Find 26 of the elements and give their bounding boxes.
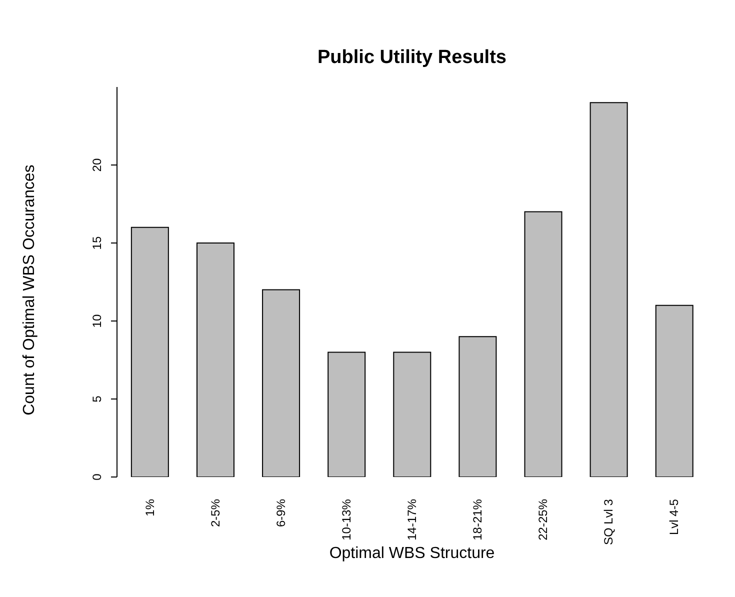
bar (130, 226, 169, 477)
bar (393, 352, 432, 477)
y-tick-label: 10 (90, 314, 104, 328)
y-tick-label: 20 (90, 158, 104, 172)
x-tick-label: 6-9% (274, 498, 288, 528)
bar (524, 211, 562, 477)
x-tick-label: 2-5% (208, 498, 222, 528)
x-axis-title: Optimal WBS Structure (328, 545, 496, 563)
x-tick-label: Lvl 4-5 (667, 498, 682, 536)
chart-title: Public Utility Results (316, 47, 508, 69)
x-tick-label: 1% (142, 498, 157, 516)
x-tick-label: 10-13% (339, 498, 354, 540)
y-tick-label: 15 (90, 236, 104, 250)
bar (458, 336, 497, 477)
bar (328, 352, 366, 477)
x-tick-label: 22-25% (536, 498, 550, 540)
x-tick-label: 14-17% (405, 498, 419, 540)
x-tick-label: SQ Lvl 3 (602, 498, 616, 546)
bar (590, 102, 628, 477)
bar (196, 242, 234, 477)
bar (655, 304, 694, 477)
bar (262, 289, 300, 477)
y-axis-title: Count of Optimal WBS Occurances (21, 164, 39, 418)
x-tick-label: 18-21% (470, 498, 485, 540)
y-tick-label: 5 (90, 395, 104, 402)
y-tick-label: 0 (90, 473, 104, 480)
